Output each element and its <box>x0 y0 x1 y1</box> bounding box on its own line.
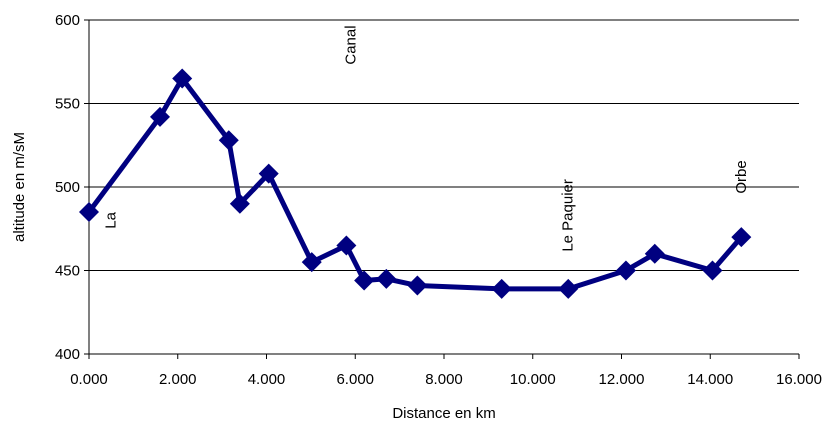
x-tick-label: 8.000 <box>425 371 463 388</box>
annotation-label: Canal <box>342 25 359 64</box>
gridlines <box>89 19 799 271</box>
y-tick-label: 500 <box>55 179 80 196</box>
x-tick-label: 14.000 <box>687 371 733 388</box>
data-point-marker <box>407 275 428 296</box>
series-line <box>86 75 744 292</box>
x-tick-label: 4.000 <box>248 371 286 388</box>
data-point-marker <box>229 193 250 214</box>
data-point-marker <box>79 202 99 223</box>
data-point-marker <box>301 252 322 273</box>
data-point-marker <box>491 278 512 299</box>
data-point-marker <box>172 68 193 89</box>
data-point-marker <box>354 270 375 291</box>
data-point-marker <box>644 243 665 264</box>
x-tick-label: 2.000 <box>159 371 197 388</box>
annotations: La Canal Le Paquier Orbe <box>103 25 750 251</box>
data-point-marker <box>258 163 279 184</box>
x-axis-title: Distance en km <box>392 405 495 422</box>
data-point-marker <box>615 260 636 281</box>
x-tick-label: 0.000 <box>70 371 108 388</box>
x-tick-label: 6.000 <box>336 371 374 388</box>
axes: 400 450 500 550 600 0.000 2.000 4.000 6.000 8.000… <box>55 12 822 388</box>
y-tick-label: 600 <box>55 12 80 29</box>
x-tick-label: 12.000 <box>599 371 645 388</box>
y-tick-label: 550 <box>55 96 80 113</box>
data-point-marker <box>702 260 723 281</box>
data-point-marker <box>150 106 170 127</box>
x-tick-label: 16.000 <box>776 371 822 388</box>
annotation-label: Orbe <box>733 160 750 193</box>
data-point-marker <box>558 278 579 299</box>
y-axis-title: altitude en m/sM <box>11 132 28 242</box>
y-tick-label: 400 <box>55 346 80 363</box>
annotation-label: La <box>103 211 120 228</box>
x-tick-label: 10.000 <box>510 371 556 388</box>
series-layer <box>79 68 752 299</box>
data-point-marker <box>731 227 752 248</box>
y-tick-label: 450 <box>55 263 80 280</box>
data-point-marker <box>218 130 239 151</box>
annotation-label: Le Paquier <box>560 179 577 252</box>
data-point-marker <box>336 235 357 256</box>
data-point-marker <box>376 268 397 289</box>
